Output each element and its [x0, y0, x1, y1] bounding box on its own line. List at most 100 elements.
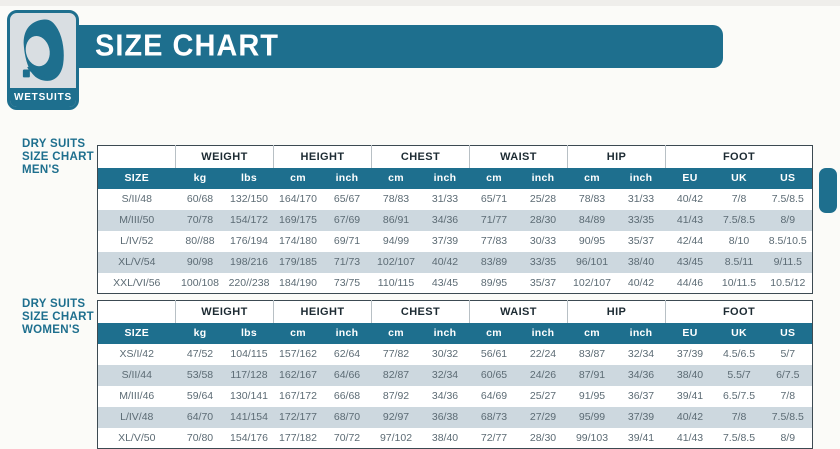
wetsuits-logo: WETSUITS — [7, 10, 79, 110]
column-header-inch: inch — [322, 322, 372, 344]
table-row: M/III/46 59/64 130/141 167/172 66/68 87/92 34/… — [97, 385, 813, 407]
value-cell: 94/99 — [371, 230, 421, 252]
table-row: L/IV/52 80//88 176/194 174/180 69/71 94/99 37/… — [97, 230, 813, 252]
column-group-foot: FOOT — [665, 145, 813, 168]
page-title: SIZE CHART — [95, 29, 279, 63]
column-header-lbs: lbs — [224, 167, 274, 189]
value-cell: 70/80 — [175, 427, 225, 449]
value-cell: 28/30 — [518, 427, 568, 449]
column-group-hip: HIP — [566, 145, 666, 168]
table-row: M/III/50 70/78 154/172 169/175 67/69 86/91 34/… — [97, 209, 813, 231]
value-cell: 91/95 — [567, 385, 617, 407]
size-cell: M/III/50 — [97, 209, 176, 231]
value-cell: 90/95 — [567, 230, 617, 252]
value-cell: 8/10 — [714, 230, 764, 252]
value-cell: 172/177 — [273, 406, 323, 428]
value-cell: 132/150 — [224, 188, 274, 210]
value-cell: 37/39 — [616, 406, 666, 428]
column-header-size: SIZE — [97, 322, 176, 344]
value-cell: 53/58 — [175, 364, 225, 386]
column-header-eu: EU — [665, 167, 715, 189]
value-cell: 6/7.5 — [763, 364, 813, 386]
column-header-inch: inch — [420, 167, 470, 189]
size-cell: XS/I/42 — [97, 343, 176, 365]
column-group-chest: CHEST — [371, 300, 470, 323]
value-cell: 8/9 — [763, 209, 813, 231]
value-cell: 7.5/8.5 — [714, 427, 764, 449]
table-row: L/IV/48 64/70 141/154 172/177 68/70 92/97 36/3… — [97, 406, 813, 428]
column-header-cm: cm — [567, 167, 617, 189]
value-cell: 104/115 — [224, 343, 274, 365]
size-cell: S/II/48 — [97, 188, 176, 210]
section-label-womens: DRY SUITS SIZE CHART WOMEN'S — [22, 298, 97, 337]
column-group-weight: WEIGHT — [175, 300, 274, 323]
value-cell: 41/43 — [665, 427, 715, 449]
value-cell: 77/83 — [469, 230, 519, 252]
value-cell: 169/175 — [273, 209, 323, 231]
edge-floating-tab[interactable] — [819, 168, 837, 213]
column-header-inch: inch — [420, 322, 470, 344]
value-cell: 31/33 — [616, 188, 666, 210]
value-cell: 10.5/12 — [763, 272, 813, 294]
section-label-line: SIZE CHART — [22, 151, 94, 163]
value-cell: 95/99 — [567, 406, 617, 428]
table-row: S/II/48 60/68 132/150 164/170 65/67 78/83 31/3… — [97, 188, 813, 210]
value-cell: 86/91 — [371, 209, 421, 231]
value-cell: 5/7 — [763, 343, 813, 365]
value-cell: 220//238 — [224, 272, 274, 294]
value-cell: 100/108 — [175, 272, 225, 294]
value-cell: 7/8 — [763, 385, 813, 407]
value-cell: 71/73 — [322, 251, 372, 273]
value-cell: 110/115 — [371, 272, 421, 294]
value-cell: 179/185 — [273, 251, 323, 273]
column-header-cm: cm — [273, 167, 323, 189]
size-cell: L/IV/52 — [97, 230, 176, 252]
value-cell: 33/35 — [616, 209, 666, 231]
value-cell: 38/40 — [616, 251, 666, 273]
value-cell: 157/162 — [273, 343, 323, 365]
value-cell: 141/154 — [224, 406, 274, 428]
column-header-kg: kg — [175, 322, 225, 344]
value-cell: 56/61 — [469, 343, 519, 365]
column-group-weight: WEIGHT — [175, 145, 274, 168]
value-cell: 40/42 — [665, 406, 715, 428]
size-cell: S/II/44 — [97, 364, 176, 386]
value-cell: 117/128 — [224, 364, 274, 386]
value-cell: 83/87 — [567, 343, 617, 365]
mens-size-table: WEIGHT HEIGHT CHEST WAIST HIP FOOT SIZE kg lbs cm… — [97, 145, 814, 294]
value-cell: 65/67 — [322, 188, 372, 210]
value-cell: 70/72 — [322, 427, 372, 449]
value-cell: 176/194 — [224, 230, 274, 252]
value-cell: 34/36 — [616, 364, 666, 386]
value-cell: 32/34 — [420, 364, 470, 386]
value-cell: 43/45 — [420, 272, 470, 294]
column-header-cm: cm — [273, 322, 323, 344]
section-label-line: WOMEN'S — [22, 324, 80, 336]
value-cell: 7/8 — [714, 188, 764, 210]
value-cell: 70/78 — [175, 209, 225, 231]
value-cell: 130/141 — [224, 385, 274, 407]
column-header-uk: UK — [714, 167, 764, 189]
value-cell: 30/33 — [518, 230, 568, 252]
column-group-spacer — [97, 300, 176, 323]
top-strip — [0, 0, 840, 6]
value-cell: 27/29 — [518, 406, 568, 428]
column-group-waist: WAIST — [469, 300, 568, 323]
column-header-inch: inch — [616, 322, 666, 344]
column-header-us: US — [763, 167, 813, 189]
value-cell: 87/92 — [371, 385, 421, 407]
wetsuit-hood-icon — [10, 13, 76, 88]
column-header-inch: inch — [518, 167, 568, 189]
column-header-eu: EU — [665, 322, 715, 344]
section-label-line: DRY SUITS — [22, 138, 86, 150]
value-cell: 198/216 — [224, 251, 274, 273]
value-cell: 64/66 — [322, 364, 372, 386]
size-cell: XL/V/50 — [97, 427, 176, 449]
value-cell: 78/83 — [567, 188, 617, 210]
value-cell: 154/176 — [224, 427, 274, 449]
column-header-size: SIZE — [97, 167, 176, 189]
value-cell: 43/45 — [665, 251, 715, 273]
section-label-mens: DRY SUITS SIZE CHART MEN'S — [22, 138, 97, 177]
value-cell: 84/89 — [567, 209, 617, 231]
value-cell: 9/11.5 — [763, 251, 813, 273]
